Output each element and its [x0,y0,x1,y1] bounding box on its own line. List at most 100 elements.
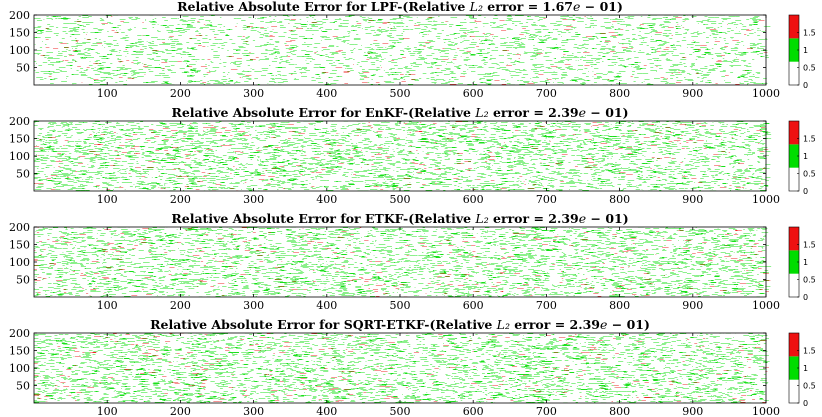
x-tick-label: 1000 [752,405,780,417]
x-tick-label: 600 [463,405,484,417]
y-tick-label: 150 [9,27,30,40]
x-tick-label: 500 [390,87,411,100]
x-tick-label: 1000 [752,299,780,312]
x-tick-label: 600 [463,87,484,100]
x-tick-label: 300 [243,193,264,206]
colorbar-tick-label: 1.5 [803,135,816,144]
x-tick-label: 300 [243,299,264,312]
heatmap-panel-2: Relative Absolute Error for EnKF-(Relati… [9,105,816,206]
colorbar-band [789,227,799,250]
colorbar: 0 0.5 1 1.5 [789,121,816,196]
title-prefix: Relative Absolute Error for LPF-(Relativ… [177,0,470,14]
colorbar-tick-label: 1 [803,258,808,267]
title-prefix: Relative Absolute Error for SQRT-ETKF-(R… [150,317,497,332]
panel-title: Relative Absolute Error for SQRT-ETKF-(R… [150,317,650,332]
y-tick-label: 150 [9,239,30,252]
x-tick-label: 400 [316,299,337,312]
panel-title: Relative Absolute Error for EnKF-(Relati… [171,105,628,120]
title-prefix: Relative Absolute Error for EnKF-(Relati… [171,105,475,120]
x-tick-label: 700 [536,87,557,100]
colorbar-band [789,333,799,356]
y-tick-label: 50 [16,168,30,181]
x-tick-label: 500 [390,299,411,312]
title-suffix: − 01) [580,0,623,14]
colorbar-tick-label: 1.5 [803,29,816,38]
y-tick-label: 200 [9,221,30,234]
title-e: e [573,0,580,14]
colorbar-tick-label: 0 [803,293,808,302]
y-tick-label: 100 [9,44,30,57]
x-tick-label: 800 [609,299,630,312]
heatmap-panel-1: Relative Absolute Error for LPF-(Relativ… [9,0,816,100]
colorbar-band [789,380,799,403]
title-mid: error = 2.39 [489,211,579,226]
colorbar: 0 0.5 1 1.5 [789,15,816,90]
title-suffix: − 01) [586,211,629,226]
x-tick-label: 300 [243,405,264,417]
colorbar-tick-label: 0 [803,81,808,90]
x-tick-label: 700 [536,193,557,206]
x-tick-label: 200 [170,299,191,312]
title-prefix: Relative Absolute Error for ETKF-(Relati… [171,211,475,226]
colorbar-band [789,62,799,85]
title-math: L₂ [469,0,483,14]
title-e: e [579,211,586,226]
heatmap-panel-4: Relative Absolute Error for SQRT-ETKF-(R… [9,317,816,417]
title-mid: error = 2.39 [489,105,579,120]
y-tick-label: 150 [9,133,30,146]
x-tick-label: 400 [316,193,337,206]
colorbar-tick-label: 1 [803,152,808,161]
x-tick-label: 800 [609,193,630,206]
x-tick-label: 1000 [752,87,780,100]
title-mid: error = 2.39 [510,317,600,332]
x-tick-label: 300 [243,87,264,100]
colorbar: 0 0.5 1 1.5 [789,227,816,302]
colorbar: 0 0.5 1 1.5 [789,333,816,408]
colorbar-tick-label: 0.5 [803,170,816,179]
x-tick-label: 1000 [752,193,780,206]
colorbar-tick-label: 0.5 [803,276,816,285]
x-tick-label: 800 [609,405,630,417]
x-tick-label: 800 [609,87,630,100]
x-tick-label: 500 [390,405,411,417]
y-tick-label: 100 [9,362,30,375]
x-tick-label: 400 [316,87,337,100]
x-tick-label: 600 [463,193,484,206]
colorbar-tick-label: 0 [803,187,808,196]
title-math: L₂ [474,105,488,120]
colorbar-tick-label: 0.5 [803,382,816,391]
title-suffix: − 01) [607,317,650,332]
x-tick-label: 600 [463,299,484,312]
y-tick-label: 200 [9,9,30,22]
y-tick-label: 50 [16,380,30,393]
x-tick-label: 100 [97,299,118,312]
colorbar-band [789,121,799,144]
colorbar-tick-label: 1.5 [803,347,816,356]
title-math: L₂ [474,211,488,226]
panel-title: Relative Absolute Error for ETKF-(Relati… [171,211,628,226]
colorbar-tick-label: 1 [803,46,808,55]
title-mid: error = 1.67 [483,0,573,14]
y-tick-label: 150 [9,345,30,358]
x-tick-label: 200 [170,405,191,417]
colorbar-tick-label: 0 [803,399,808,408]
panel-title: Relative Absolute Error for LPF-(Relativ… [177,0,623,14]
x-tick-label: 900 [682,405,703,417]
x-tick-label: 100 [97,405,118,417]
title-e: e [579,105,586,120]
x-tick-label: 100 [97,193,118,206]
colorbar-band [789,274,799,297]
y-tick-label: 100 [9,150,30,163]
y-tick-label: 200 [9,327,30,340]
colorbar-tick-label: 1.5 [803,241,816,250]
title-math: L₂ [496,317,510,332]
x-tick-label: 900 [682,193,703,206]
y-tick-label: 50 [16,274,30,287]
colorbar-tick-label: 1 [803,364,808,373]
title-e: e [600,317,607,332]
x-tick-label: 700 [536,405,557,417]
heatmap-panel-3: Relative Absolute Error for ETKF-(Relati… [9,211,816,312]
colorbar-tick-label: 0.5 [803,64,816,73]
x-tick-label: 200 [170,193,191,206]
